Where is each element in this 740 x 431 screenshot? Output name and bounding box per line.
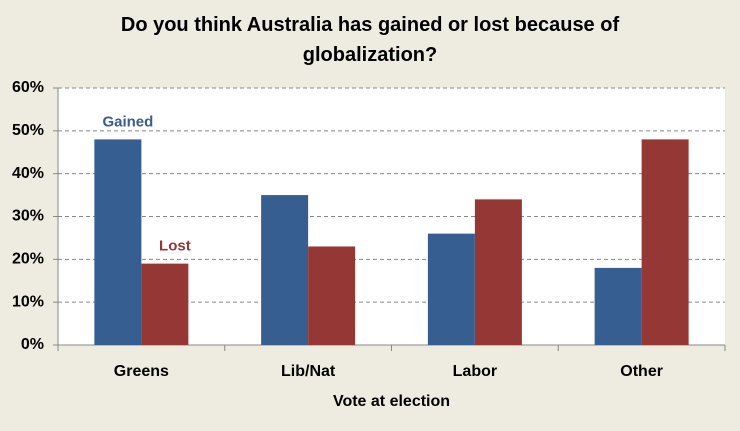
bar <box>94 139 142 345</box>
y-tick-label: 40% <box>12 165 44 182</box>
y-tick-label: 20% <box>12 251 44 268</box>
chart-title: Do you think Australia has gained or los… <box>120 14 620 66</box>
y-tick-label: 30% <box>12 208 44 225</box>
x-tick-label: Labor <box>453 363 497 380</box>
series-label: Gained <box>102 113 153 130</box>
bar <box>141 263 189 345</box>
bar <box>594 267 642 345</box>
y-tick-label: 10% <box>12 293 44 310</box>
y-tick-label: 50% <box>12 122 44 139</box>
bar <box>261 195 309 345</box>
bar <box>641 139 689 345</box>
x-tick-label: Greens <box>114 363 169 380</box>
bar <box>308 246 356 345</box>
bar <box>427 233 475 345</box>
y-tick-label: 0% <box>21 336 44 353</box>
bar <box>474 199 522 345</box>
x-tick-label: Other <box>620 363 663 380</box>
y-tick-label: 60% <box>12 79 44 96</box>
series-label: Lost <box>159 238 191 255</box>
x-axis-label: Vote at election <box>333 393 450 410</box>
x-tick-label: Lib/Nat <box>281 363 336 380</box>
